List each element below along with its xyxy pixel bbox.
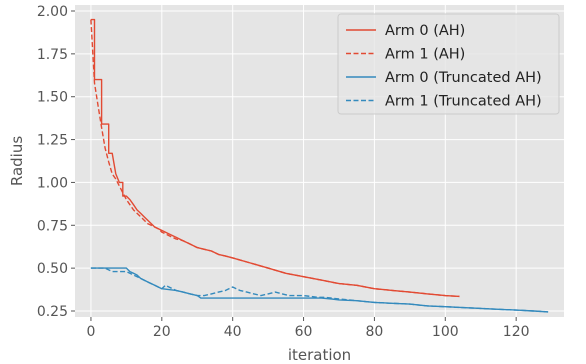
legend-entry-label: Arm 1 (AH) <box>385 47 465 63</box>
y-tick-label: 1.00 <box>37 175 68 191</box>
x-tick-label: 40 <box>224 324 242 340</box>
legend-entry-label: Arm 0 (AH) <box>385 23 465 39</box>
series-line-0 <box>90 18 460 298</box>
series-line-3 <box>90 267 549 313</box>
legend-entry-label: Arm 1 (Truncated AH) <box>385 94 542 110</box>
grid-lines <box>75 5 564 317</box>
y-tick-label: 1.25 <box>37 133 68 149</box>
series-line-1 <box>90 19 460 298</box>
x-tick-label: 20 <box>153 324 171 340</box>
y-tick-label: 2.00 <box>37 4 68 20</box>
legend-entry-label: Arm 0 (Truncated AH) <box>385 70 542 86</box>
series-line-2 <box>90 267 549 313</box>
y-tick-label: 0.50 <box>37 261 68 277</box>
series-lines <box>90 18 549 313</box>
x-tick-label: 60 <box>295 324 313 340</box>
x-axis-ticks: 0 20 40 60 80 100 120 <box>86 317 530 340</box>
x-tick-label: 120 <box>503 324 530 340</box>
y-tick-label: 1.75 <box>37 47 68 63</box>
y-tick-label: 0.25 <box>37 304 68 320</box>
x-tick-label: 100 <box>432 324 459 340</box>
x-tick-label: 80 <box>366 324 384 340</box>
x-tick-label: 0 <box>86 324 95 340</box>
legend: Arm 0 (AH) Arm 1 (AH) Arm 0 (Truncated AH)… <box>337 13 560 115</box>
legend-box <box>337 13 560 115</box>
x-axis-label: iteration <box>288 346 351 364</box>
y-tick-label: 1.50 <box>37 90 68 106</box>
y-axis-label: Radius <box>8 136 26 186</box>
y-tick-label: 0.75 <box>37 218 68 234</box>
y-axis-ticks: 0.25 0.50 0.75 1.00 1.25 1.50 1.75 2.00 <box>37 4 75 320</box>
